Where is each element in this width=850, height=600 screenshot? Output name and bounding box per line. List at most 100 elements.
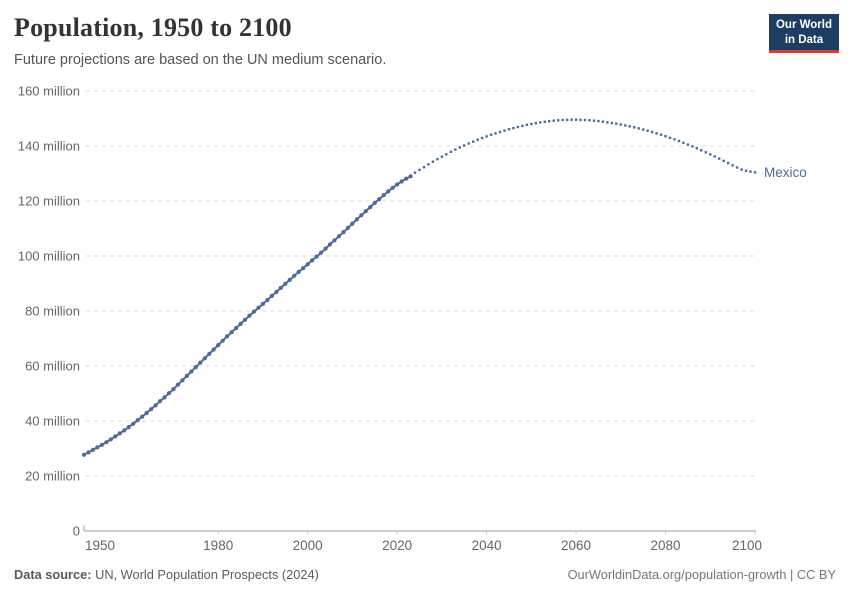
data-point	[260, 301, 265, 306]
data-point	[283, 281, 288, 286]
data-point	[368, 205, 373, 210]
projection-point	[749, 170, 752, 173]
y-tick-label: 160 million	[18, 84, 80, 99]
data-point	[90, 447, 95, 452]
page-title: Population, 1950 to 2100	[14, 13, 292, 42]
data-point	[386, 189, 391, 194]
entity-label-mexico[interactable]: Mexico	[764, 165, 807, 180]
data-point	[296, 269, 301, 274]
projection-point	[503, 129, 506, 132]
credit-link[interactable]: OurWorldinData.org/population-growth | C…	[567, 567, 836, 582]
data-point	[162, 395, 167, 400]
y-tick-label: 0	[73, 524, 80, 539]
projection-point	[588, 119, 591, 122]
data-point	[377, 197, 382, 202]
projection-point	[512, 126, 515, 130]
data-point	[399, 179, 404, 184]
projection-point	[731, 164, 734, 167]
series-projection[interactable]	[413, 118, 757, 174]
projection-point	[565, 118, 569, 122]
data-point	[372, 200, 377, 205]
projection-point	[494, 132, 497, 135]
data-point	[314, 254, 319, 259]
x-tick-label: 2100	[732, 538, 762, 553]
data-point	[395, 182, 400, 187]
data-point	[269, 293, 274, 298]
data-point	[319, 250, 324, 255]
projection-point	[709, 153, 712, 156]
data-point	[157, 399, 163, 404]
data-point	[363, 209, 368, 214]
projection-point	[449, 150, 452, 153]
projection-point	[686, 143, 690, 146]
projection-point	[579, 118, 582, 122]
projection-point	[561, 118, 564, 122]
projection-point	[458, 146, 461, 149]
owid-logo-line1: Our World	[775, 19, 832, 31]
projection-point	[606, 121, 609, 124]
projection-point	[633, 126, 636, 129]
series-estimates[interactable]	[81, 174, 413, 457]
data-point	[104, 440, 109, 445]
projection-point	[476, 138, 479, 141]
x-tick-label: 1950	[85, 538, 115, 553]
y-tick-label: 140 million	[18, 139, 80, 154]
data-point	[198, 360, 203, 365]
y-tick-label: 120 million	[18, 194, 80, 209]
data-point	[265, 297, 270, 303]
projection-point	[539, 121, 542, 124]
data-point	[207, 351, 212, 356]
y-tick-label: 80 million	[25, 304, 80, 319]
data-point	[278, 285, 283, 290]
projection-point	[454, 148, 457, 151]
data-point	[256, 305, 261, 310]
projection-point	[740, 168, 743, 171]
data-point	[242, 317, 248, 322]
y-tick-label: 100 million	[18, 249, 80, 264]
projection-point	[489, 133, 493, 136]
projection-point	[463, 144, 466, 147]
x-tick-label: 2000	[293, 538, 323, 553]
x-tick-label: 2060	[561, 538, 591, 553]
data-point	[202, 356, 207, 361]
x-tick-label: 1980	[203, 538, 233, 553]
data-point	[305, 262, 310, 267]
data-point	[274, 289, 279, 295]
data-point	[126, 425, 131, 430]
projection-point	[637, 127, 640, 130]
projection-point	[668, 136, 672, 139]
data-point	[81, 452, 87, 457]
data-point	[345, 225, 350, 230]
projection-point	[418, 168, 421, 172]
projection-point	[534, 122, 537, 125]
data-point	[310, 258, 315, 263]
projection-point	[543, 120, 546, 123]
data-point	[86, 450, 91, 455]
projection-point	[601, 120, 605, 123]
projection-point	[570, 118, 573, 121]
data-point	[247, 313, 252, 318]
data-point	[336, 234, 342, 239]
y-tick-label: 40 million	[25, 414, 80, 429]
projection-point	[700, 149, 703, 152]
data-point	[251, 309, 257, 314]
data-point	[95, 445, 100, 450]
projection-point	[467, 142, 470, 145]
projection-point	[673, 138, 676, 141]
data-point	[359, 213, 364, 218]
projection-point	[677, 139, 681, 143]
projection-point	[615, 122, 618, 125]
projection-point	[521, 124, 524, 128]
projection-point	[646, 129, 649, 132]
data-point	[323, 246, 328, 251]
projection-point	[735, 166, 739, 169]
projection-point	[610, 121, 614, 125]
projection-point	[516, 125, 520, 129]
data-point	[225, 334, 230, 339]
owid-logo[interactable]: Our World in Data	[768, 14, 839, 54]
data-point	[113, 434, 118, 439]
projection-point	[619, 123, 622, 126]
projection-point	[530, 122, 533, 126]
